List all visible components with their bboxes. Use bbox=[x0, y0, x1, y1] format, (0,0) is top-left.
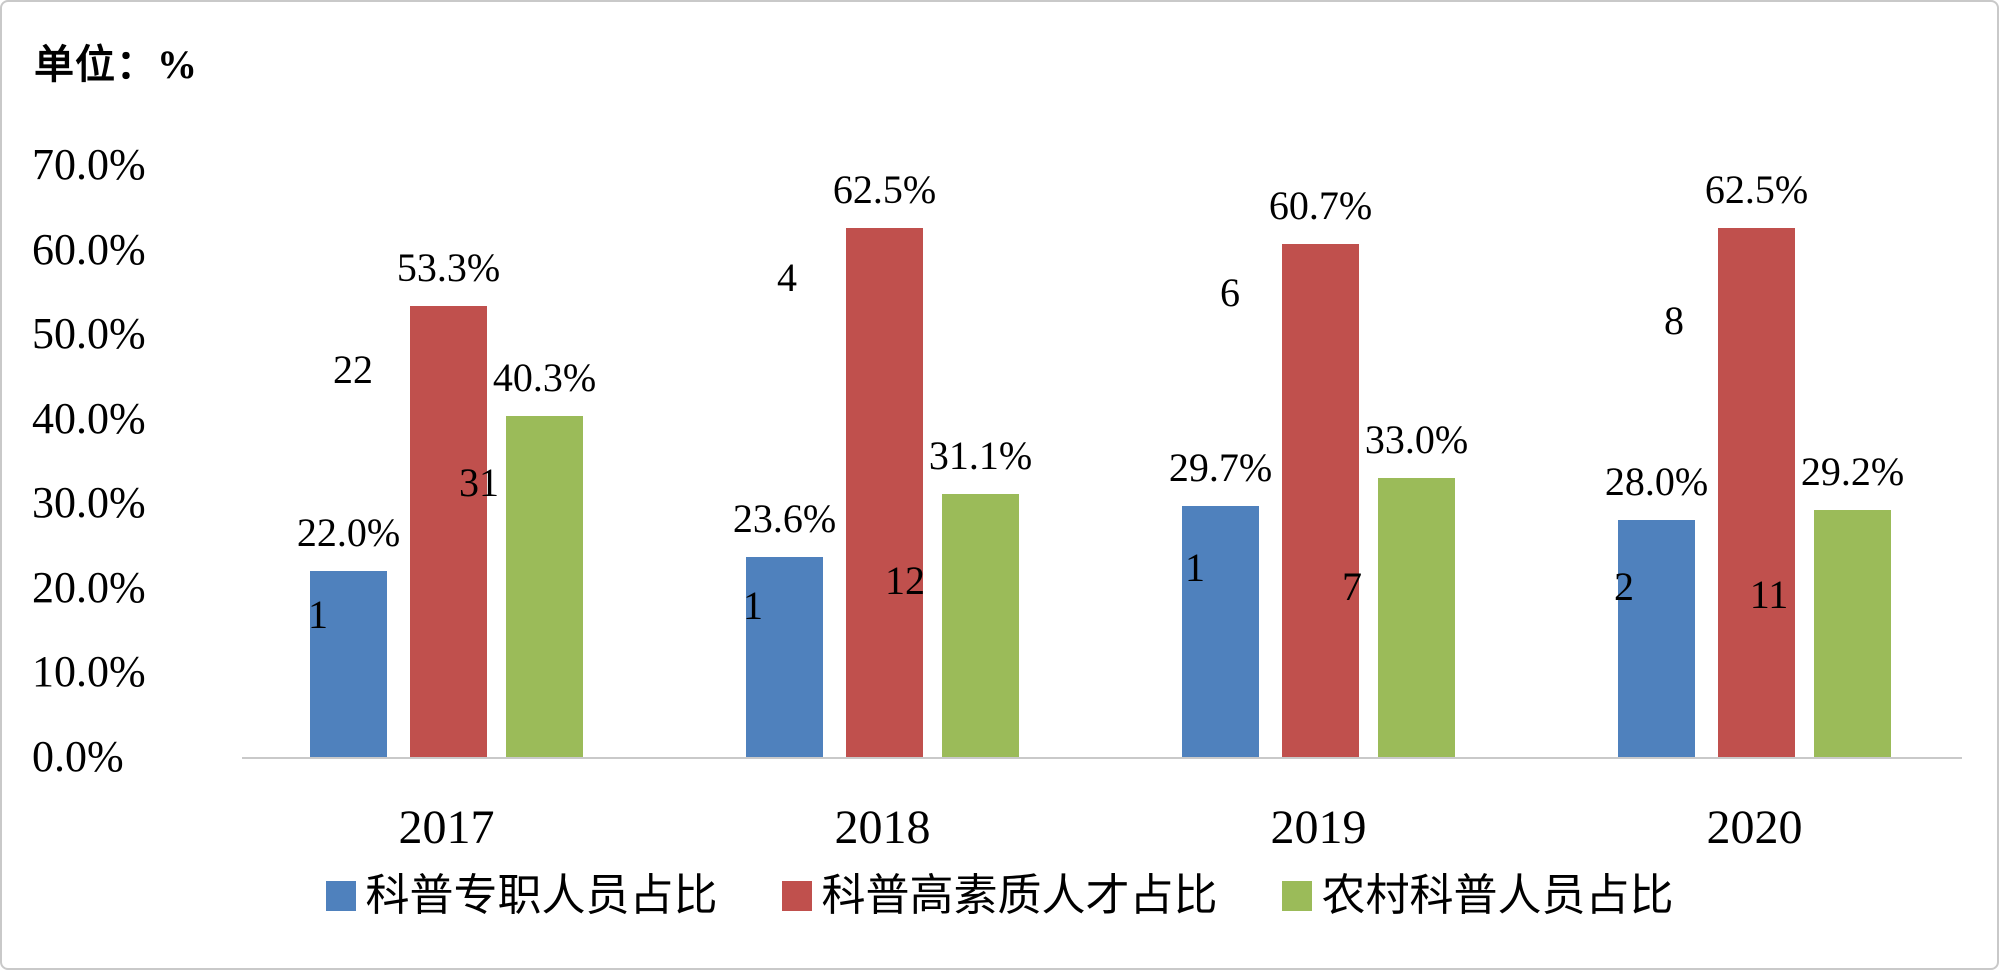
bar bbox=[746, 557, 823, 757]
y-tick-label: 0.0% bbox=[32, 732, 124, 781]
legend-swatch bbox=[1281, 881, 1312, 911]
y-tick-label: 40.0% bbox=[32, 393, 146, 443]
bar bbox=[1814, 510, 1891, 757]
bar bbox=[846, 228, 923, 757]
bar-group: 23.6% 62.5% 31.1% bbox=[733, 165, 1032, 757]
y-tick-label: 70.0% bbox=[32, 140, 146, 189]
bar-group: 22.0% 53.3% 40.3% bbox=[297, 165, 596, 757]
bar-number-label: 1 bbox=[308, 592, 328, 637]
bar-value-label: 23.6% bbox=[732, 496, 837, 542]
legend-item: 科普专职人员占比 bbox=[325, 871, 718, 920]
bar bbox=[1378, 477, 1455, 757]
legend: 科普专职人员占比 科普高素质人才占比 农村科普人员占比 bbox=[2, 874, 1997, 918]
bar-number-label: 6 bbox=[1220, 270, 1240, 315]
bar-group: 29.7% 60.7% 33.0% bbox=[1169, 165, 1468, 757]
legend-label: 科普专职人员占比 bbox=[365, 871, 718, 920]
bar-number-label: 12 bbox=[885, 558, 925, 603]
x-category-label: 2020 bbox=[1706, 801, 1803, 854]
bar-value-label: 60.7% bbox=[1268, 182, 1373, 228]
bar-number-label: 31 bbox=[459, 460, 499, 505]
bar-number-label: 4 bbox=[777, 255, 797, 300]
bar-number-label: 2 bbox=[1614, 564, 1634, 609]
legend-swatch bbox=[781, 881, 812, 911]
bar bbox=[410, 306, 487, 757]
bar-group: 28.0% 62.5% 29.2% bbox=[1605, 165, 1904, 757]
plot-area: 22.0% 53.3% 40.3% 23.6% 62.5% 31.1% 29.7% 60.7%… bbox=[242, 165, 1962, 759]
bar-number-label: 11 bbox=[1749, 572, 1789, 617]
x-category-label: 2019 bbox=[1270, 801, 1367, 854]
bar-value-label: 53.3% bbox=[396, 245, 501, 291]
bar-value-label: 31.1% bbox=[928, 432, 1033, 478]
bar bbox=[1718, 228, 1795, 757]
bar bbox=[1182, 505, 1259, 757]
bar-number-label: 22 bbox=[333, 347, 373, 392]
bar bbox=[942, 493, 1019, 757]
bar-number-label: 8 bbox=[1664, 298, 1684, 343]
bar-number-label: 1 bbox=[743, 583, 763, 628]
y-tick-label: 20.0% bbox=[32, 562, 146, 612]
legend-label: 科普高素质人才占比 bbox=[821, 871, 1218, 920]
bar-value-label: 29.2% bbox=[1800, 449, 1905, 495]
bar bbox=[310, 570, 387, 757]
legend-item: 农村科普人员占比 bbox=[1281, 871, 1674, 920]
bar bbox=[1282, 243, 1359, 757]
legend-item: 科普高素质人才占比 bbox=[781, 871, 1218, 920]
bar-value-label: 22.0% bbox=[296, 509, 401, 555]
y-axis: 0.0% 10.0% 20.0% 30.0% 40.0% 50.0% 60.0% 70.0% bbox=[32, 143, 232, 779]
legend-label: 农村科普人员占比 bbox=[1321, 871, 1674, 920]
bar-value-label: 33.0% bbox=[1364, 416, 1469, 462]
y-tick-label: 50.0% bbox=[32, 309, 146, 359]
y-tick-label: 60.0% bbox=[32, 224, 146, 274]
bar-value-label: 40.3% bbox=[492, 355, 597, 401]
bar-value-label: 62.5% bbox=[1704, 167, 1809, 213]
unit-label: 单位：% bbox=[34, 42, 198, 87]
x-axis: 2017 2018 2019 2020 bbox=[242, 804, 1962, 864]
bar-number-label: 7 bbox=[1342, 564, 1362, 609]
bar bbox=[1618, 520, 1695, 757]
x-category-label: 2017 bbox=[398, 801, 495, 854]
bar-value-label: 62.5% bbox=[832, 167, 937, 213]
bar-number-label: 1 bbox=[1185, 545, 1205, 590]
bar-value-label: 28.0% bbox=[1604, 459, 1709, 505]
y-tick-label: 30.0% bbox=[32, 478, 146, 528]
bar bbox=[506, 416, 583, 757]
x-category-label: 2018 bbox=[834, 801, 931, 854]
y-tick-label: 10.0% bbox=[32, 647, 146, 697]
bar-value-label: 29.7% bbox=[1168, 444, 1273, 490]
legend-swatch bbox=[325, 881, 356, 911]
